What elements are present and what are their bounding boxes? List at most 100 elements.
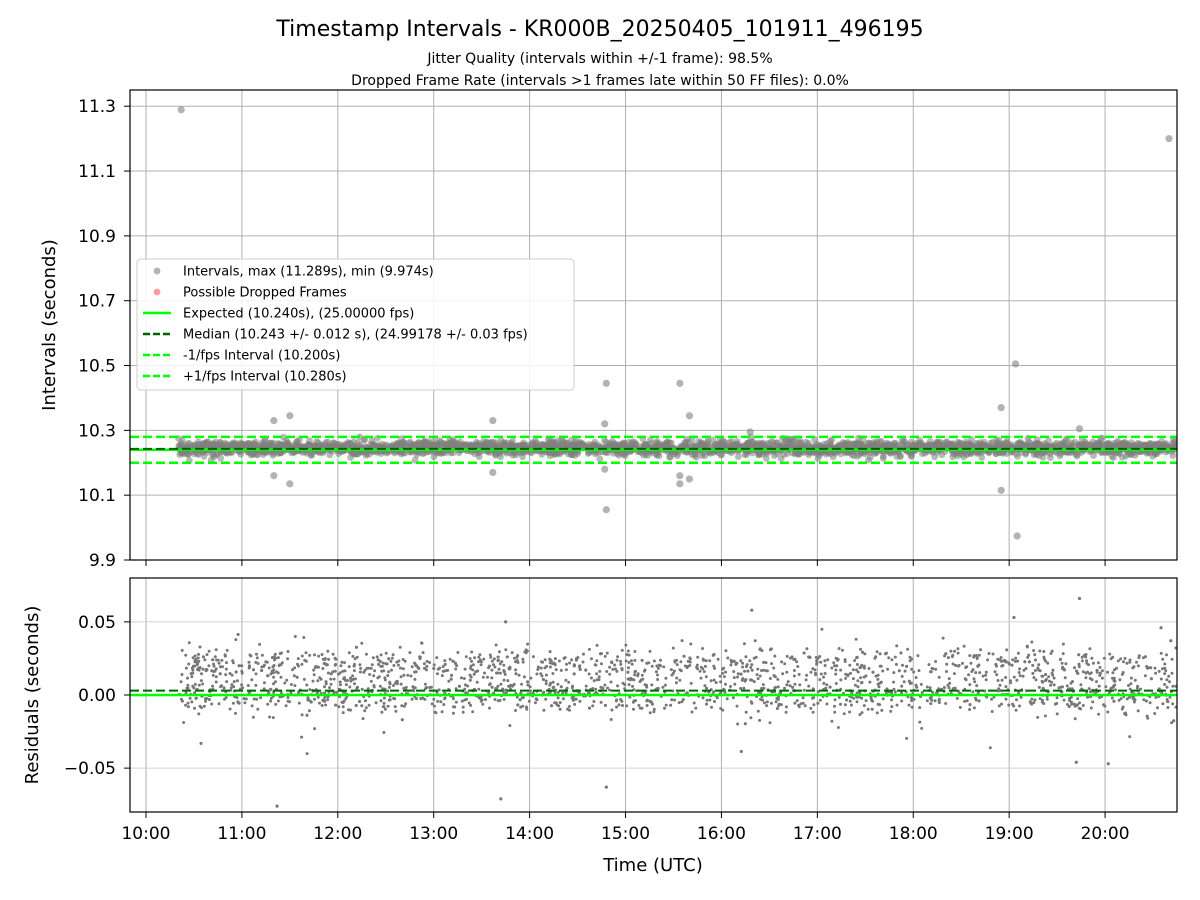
- residual-point: [968, 708, 972, 711]
- residual-point: [502, 678, 506, 682]
- residual-point: [237, 664, 241, 668]
- interval-outlier-point: [602, 379, 610, 387]
- residual-point: [947, 686, 951, 690]
- residual-point: [196, 668, 200, 671]
- residual-point: [244, 697, 248, 701]
- residual-point: [302, 677, 306, 681]
- residual-point: [637, 703, 641, 707]
- residual-point: [656, 678, 660, 681]
- residual-point: [879, 680, 883, 684]
- residual-point: [941, 636, 945, 640]
- residual-point: [564, 678, 568, 682]
- residual-point: [519, 705, 523, 709]
- residual-point: [581, 660, 585, 664]
- residual-point: [390, 656, 394, 660]
- interval-point: [306, 437, 313, 445]
- interval-point: [1171, 437, 1177, 445]
- residual-point: [493, 698, 497, 701]
- residual-point: [584, 684, 588, 688]
- residual-point: [1000, 678, 1004, 682]
- residual-point: [201, 655, 205, 659]
- residual-point: [626, 677, 630, 681]
- residual-point: [447, 679, 451, 683]
- residual-point: [588, 706, 591, 710]
- residual-point: [643, 683, 647, 687]
- residual-point: [855, 691, 859, 695]
- residual-point: [599, 700, 603, 704]
- residual-point: [514, 668, 518, 672]
- residual-point: [554, 668, 558, 672]
- residual-point: [440, 710, 444, 714]
- residual-point: [673, 698, 676, 702]
- residual-point: [453, 705, 457, 709]
- residual-point: [1052, 683, 1056, 687]
- residual-point: [319, 677, 323, 681]
- residual-point: [214, 648, 218, 652]
- interval-point: [813, 440, 820, 448]
- residual-point: [351, 654, 355, 658]
- residual-point: [1047, 675, 1051, 679]
- residual-point: [398, 645, 402, 649]
- residual-point: [739, 687, 743, 690]
- residual-point: [420, 641, 424, 645]
- residual-point: [1113, 688, 1117, 692]
- residual-point: [518, 698, 522, 702]
- residual-point: [396, 663, 400, 667]
- residual-point: [391, 653, 395, 657]
- residual-point: [1170, 657, 1174, 661]
- residual-point: [1027, 653, 1031, 657]
- residual-point: [373, 669, 377, 673]
- residual-point: [775, 707, 779, 710]
- residual-point: [783, 662, 787, 666]
- residual-point: [552, 661, 556, 665]
- residual-point: [967, 673, 971, 677]
- interval-point: [471, 450, 479, 458]
- residual-point: [494, 643, 498, 647]
- residual-point: [848, 663, 852, 667]
- residual-point: [663, 706, 666, 710]
- residual-point: [689, 681, 693, 685]
- residual-point: [953, 649, 957, 653]
- residual-point: [180, 648, 184, 652]
- residual-point: [1087, 687, 1091, 691]
- residual-point: [724, 682, 727, 686]
- residual-point: [1089, 706, 1093, 710]
- residual-point: [616, 655, 620, 659]
- interval-outlier-point: [286, 412, 294, 420]
- residual-point: [739, 750, 743, 753]
- residual-point: [914, 676, 918, 679]
- residual-point: [422, 662, 426, 666]
- residual-point: [995, 673, 999, 677]
- residual-point: [435, 690, 439, 694]
- residual-point: [272, 675, 276, 679]
- residual-point: [1088, 690, 1092, 694]
- residual-point: [468, 678, 472, 682]
- residual-point: [721, 708, 725, 712]
- residual-point: [284, 704, 288, 708]
- residual-point: [988, 746, 992, 750]
- residual-point: [459, 676, 463, 680]
- residual-point: [772, 666, 776, 670]
- residual-point: [732, 676, 736, 680]
- residual-point: [515, 659, 519, 663]
- residual-outlier-point: [1106, 762, 1110, 766]
- residual-point: [360, 687, 364, 691]
- residual-point: [312, 673, 316, 677]
- residual-point: [551, 686, 555, 690]
- residual-point: [515, 695, 519, 699]
- residual-point: [816, 701, 820, 705]
- residual-point: [690, 710, 694, 714]
- residual-point: [428, 661, 432, 664]
- residual-point: [716, 657, 720, 661]
- residual-point: [1049, 683, 1053, 687]
- residual-point: [775, 697, 779, 700]
- residual-point: [347, 651, 351, 655]
- residual-point: [589, 676, 593, 680]
- residual-point: [910, 696, 913, 700]
- residual-point: [1168, 680, 1171, 684]
- residual-point: [461, 705, 465, 709]
- residual-point: [1007, 661, 1011, 665]
- residual-point: [316, 695, 320, 699]
- residual-point: [704, 675, 708, 679]
- residual-point: [574, 658, 578, 662]
